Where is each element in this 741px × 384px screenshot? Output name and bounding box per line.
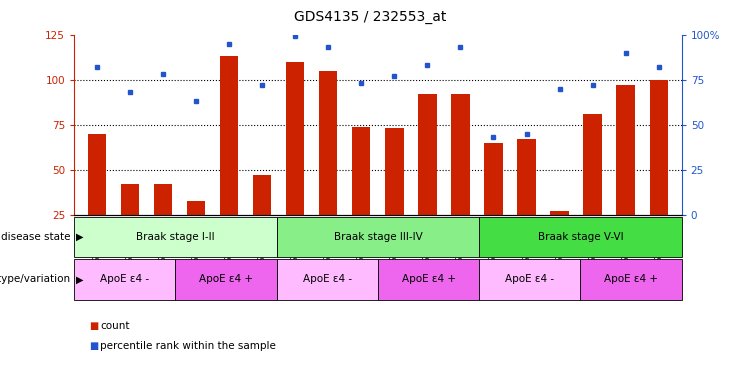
Text: ApoE ε4 +: ApoE ε4 + [604,274,658,285]
Bar [154,184,173,260]
Text: ■: ■ [89,341,98,351]
Bar [276,259,378,300]
Bar [286,62,305,260]
Text: ApoE ε4 +: ApoE ε4 + [402,274,456,285]
Text: ■: ■ [89,321,98,331]
Text: Braak stage I-II: Braak stage I-II [136,232,215,242]
Text: ▶: ▶ [76,274,83,285]
Bar [253,175,271,260]
Text: ApoE ε4 -: ApoE ε4 - [303,274,352,285]
Bar [122,184,139,260]
Bar [419,94,436,260]
Bar [176,259,276,300]
Bar [74,259,176,300]
Text: percentile rank within the sample: percentile rank within the sample [100,341,276,351]
Bar [451,94,470,260]
Bar [276,217,479,257]
Bar [88,134,106,260]
Text: Braak stage V-VI: Braak stage V-VI [538,232,623,242]
Text: ApoE ε4 +: ApoE ε4 + [199,274,253,285]
Bar [485,143,502,260]
Text: ApoE ε4 -: ApoE ε4 - [100,274,149,285]
Text: Braak stage III-IV: Braak stage III-IV [333,232,422,242]
Text: ApoE ε4 -: ApoE ε4 - [505,274,554,285]
Bar [352,127,370,260]
Bar [479,259,580,300]
Bar [479,217,682,257]
Bar [650,80,668,260]
Bar [385,128,404,260]
Bar [187,200,205,260]
Bar [617,85,634,260]
Text: ▶: ▶ [76,232,83,242]
Bar [319,71,337,260]
Text: genotype/variation: genotype/variation [0,274,70,285]
Text: disease state: disease state [1,232,70,242]
Bar [74,217,276,257]
Bar [583,114,602,260]
Text: count: count [100,321,130,331]
Bar [580,259,682,300]
Text: GDS4135 / 232553_at: GDS4135 / 232553_at [294,10,447,23]
Bar [517,139,536,260]
Bar [551,212,568,260]
Bar [378,259,479,300]
Bar [220,56,239,260]
